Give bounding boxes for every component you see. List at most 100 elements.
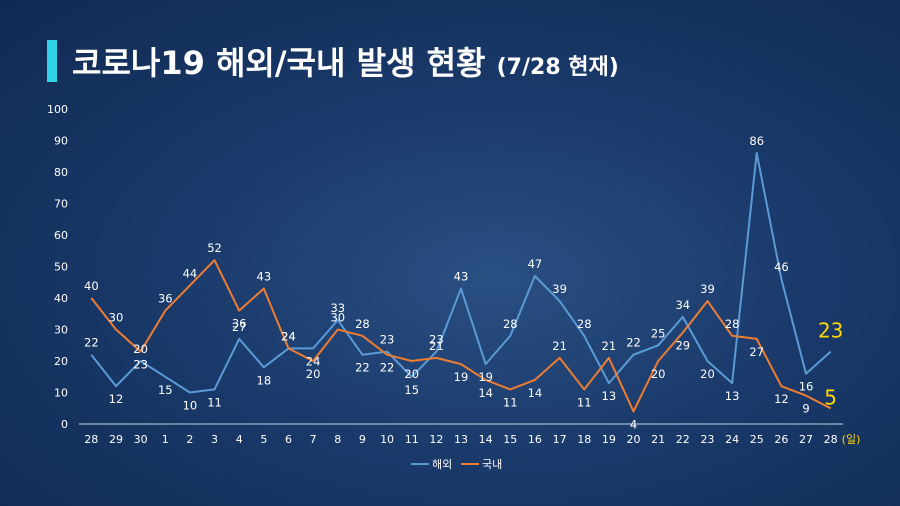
data-label-overseas: 24 <box>306 354 321 368</box>
page-title-container: 코로나19 해외/국내 발생 현황 (7/28 현재) <box>72 38 619 84</box>
y-tick-label: 20 <box>54 355 68 368</box>
series-line-domestic <box>90 259 832 413</box>
data-label-overseas: 23 <box>380 333 395 347</box>
data-label-domestic: 19 <box>454 370 469 384</box>
x-tick-label: 24 <box>725 433 739 446</box>
x-tick-label: 17 <box>553 433 567 446</box>
y-tick-label: 0 <box>61 418 68 431</box>
x-tick-label: 6 <box>285 433 292 446</box>
data-label-domestic: 44 <box>183 266 198 280</box>
data-label-overseas: 25 <box>651 326 666 340</box>
data-label-domestic: 20 <box>651 367 666 381</box>
data-label-domestic: 52 <box>207 241 222 255</box>
page-subtitle: (7/28 현재) <box>496 55 619 80</box>
data-label-overseas: 13 <box>602 389 617 403</box>
x-tick-label: 19 <box>602 433 616 446</box>
data-label-overseas: 22 <box>355 361 370 375</box>
x-tick-label: 3 <box>211 433 218 446</box>
data-label-domestic: 23 <box>133 358 148 372</box>
title-accent-bar <box>47 40 57 82</box>
x-tick-label: 18 <box>577 433 591 446</box>
data-label-overseas: 43 <box>454 270 469 284</box>
x-tick-label: 21 <box>651 433 665 446</box>
x-tick-label: 22 <box>676 433 690 446</box>
data-label-overseas: 13 <box>725 389 740 403</box>
data-label-domestic: 12 <box>774 392 789 406</box>
data-label-domestic: 14 <box>478 386 493 400</box>
y-tick-label: 90 <box>54 135 68 148</box>
y-tick-label: 50 <box>54 261 68 274</box>
data-label-overseas: 22 <box>84 336 99 350</box>
data-label-domestic: 28 <box>355 317 370 331</box>
data-label-domestic: 21 <box>429 339 444 353</box>
y-tick-label: 70 <box>54 198 68 211</box>
data-label-domestic: 4 <box>630 417 637 431</box>
x-tick-label: 10 <box>380 433 394 446</box>
x-tick-label: 2 <box>186 433 193 446</box>
page-title: 코로나19 해외/국내 발생 현황 <box>72 44 486 82</box>
x-tick-label: 16 <box>528 433 542 446</box>
data-label-domestic: 24 <box>281 329 296 343</box>
y-tick-label: 30 <box>54 324 68 337</box>
x-tick-label: 28 <box>824 433 838 446</box>
data-label-overseas: 33 <box>330 301 345 315</box>
data-label-overseas: 20 <box>700 367 715 381</box>
data-label-overseas: 23 <box>818 319 843 343</box>
data-label-overseas: 19 <box>478 370 493 384</box>
data-label-overseas: 15 <box>158 383 173 397</box>
data-label-overseas: 12 <box>109 392 124 406</box>
data-label-overseas: 46 <box>774 260 789 274</box>
data-label-domestic: 5 <box>824 385 837 409</box>
data-label-domestic: 20 <box>306 367 321 381</box>
x-tick-label: 26 <box>774 433 788 446</box>
x-tick-label: 12 <box>429 433 443 446</box>
data-label-overseas: 16 <box>799 380 814 394</box>
data-label-domestic: 11 <box>503 395 518 409</box>
data-label-domestic: 36 <box>158 292 173 306</box>
x-tick-label: 11 <box>405 433 419 446</box>
data-label-domestic: 36 <box>232 317 247 331</box>
x-tick-label: 29 <box>109 433 123 446</box>
x-tick-label: 9 <box>359 433 366 446</box>
data-label-overseas: 18 <box>257 373 272 387</box>
data-label-overseas: 23 <box>429 333 444 347</box>
data-label-overseas: 28 <box>503 317 518 331</box>
data-label-domestic: 21 <box>552 339 567 353</box>
data-label-overseas: 20 <box>133 342 148 356</box>
x-tick-label: 1 <box>162 433 169 446</box>
data-label-domestic: 20 <box>404 367 419 381</box>
x-tick-label: 20 <box>627 433 641 446</box>
series-line-overseas <box>90 152 832 394</box>
data-label-domestic: 29 <box>675 339 690 353</box>
data-label-domestic: 11 <box>577 395 592 409</box>
data-label-overseas: 47 <box>528 257 543 271</box>
x-tick-label: 8 <box>334 433 341 446</box>
x-tick-label: 5 <box>260 433 267 446</box>
data-label-domestic: 40 <box>84 279 99 293</box>
data-label-overseas: 34 <box>675 298 690 312</box>
x-tick-label: 4 <box>236 433 243 446</box>
x-tick-label: 13 <box>454 433 468 446</box>
data-label-overseas: 28 <box>577 317 592 331</box>
legend-label-domestic: 국내 <box>482 458 502 471</box>
x-tick-label: 7 <box>310 433 317 446</box>
x-tick-label: 14 <box>479 433 493 446</box>
y-tick-label: 40 <box>54 292 68 305</box>
data-label-overseas: 39 <box>552 282 567 296</box>
data-label-domestic: 22 <box>380 361 395 375</box>
data-label-domestic: 43 <box>257 270 272 284</box>
x-tick-label: 23 <box>700 433 714 446</box>
data-label-overseas: 22 <box>626 336 641 350</box>
x-tick-label: 27 <box>799 433 813 446</box>
data-label-domestic: 14 <box>528 386 543 400</box>
data-label-domestic: 30 <box>109 311 124 325</box>
y-tick-label: 60 <box>54 229 68 242</box>
x-tick-label: 25 <box>750 433 764 446</box>
data-label-overseas: 27 <box>232 320 247 334</box>
x-tick-label: 15 <box>503 433 517 446</box>
x-tick-label: 30 <box>134 433 148 446</box>
data-label-domestic: 21 <box>602 339 617 353</box>
data-label-overseas: 24 <box>281 329 296 343</box>
